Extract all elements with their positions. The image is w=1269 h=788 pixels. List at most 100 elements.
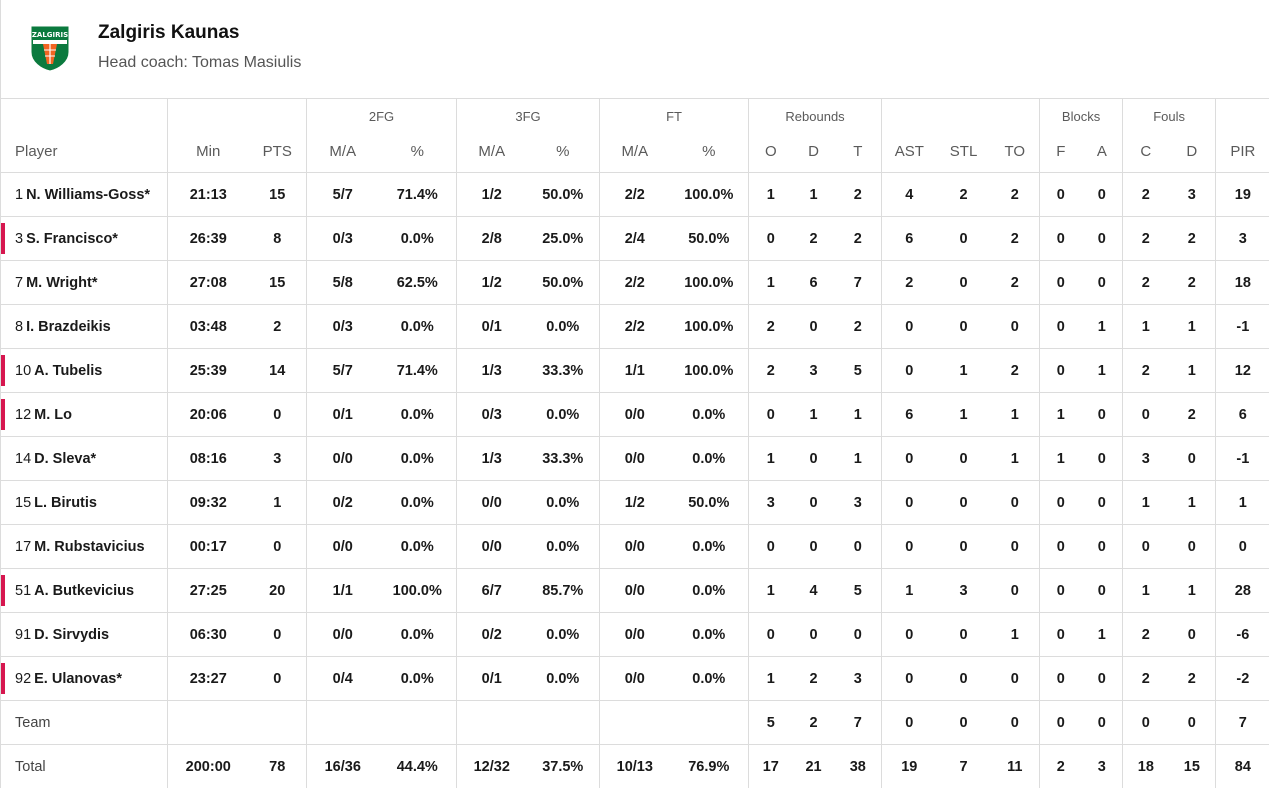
stat-reb-o: 1 (748, 172, 793, 217)
player-name-link[interactable]: A. Butkevicius (34, 582, 135, 599)
total-row: Total 200:00 78 16/36 44.4% 12/32 37.5% 10/13 76… (0, 744, 1269, 788)
stat-to: 0 (990, 480, 1040, 525)
stat-pts: 15 (248, 260, 307, 305)
stat-ast: 0 (881, 436, 937, 481)
col-2fg-ma[interactable]: M/A (306, 131, 379, 173)
stat-twofg-ma: 5/7 (306, 172, 379, 217)
player-row[interactable]: 10 A. Tubelis 25:39 14 5/7 71.4% 1/3 33.3% 1/1 10… (0, 348, 1269, 393)
col-reb-o[interactable]: O (748, 131, 793, 173)
stat-reb-d: 4 (792, 568, 835, 613)
player-name-link[interactable]: E. Ulanovas* (34, 670, 122, 687)
stat-to: 1 (990, 436, 1040, 481)
player-row[interactable]: 91 D. Sirvydis 06:30 0 0/0 0.0% 0/2 0.0% 0/0 0.0%… (0, 612, 1269, 657)
stat-to: 2 (990, 260, 1040, 305)
player-name-link[interactable]: I. Brazdeikis (26, 318, 111, 335)
stat-blk-a: 0 (1081, 480, 1123, 525)
col-pts[interactable]: PTS (248, 131, 307, 173)
stat-threefg-ma: 0/0 (456, 524, 527, 569)
stat-foul-c: 2 (1122, 172, 1169, 217)
stat-stl: 0 (936, 656, 991, 701)
col-reb-t[interactable]: T (834, 131, 882, 173)
player-name-link[interactable]: N. Williams-Goss* (26, 186, 151, 203)
col-min[interactable]: Min (167, 131, 249, 173)
col-pir[interactable]: PIR (1215, 131, 1269, 173)
col-blk-a[interactable]: A (1081, 131, 1123, 173)
col-to[interactable]: TO (990, 131, 1040, 173)
team-row: Team 5 2 7 0 0 0 0 0 0 0 7 (0, 700, 1269, 745)
stat-pts: 14 (248, 348, 307, 393)
col-3fg-ma[interactable]: M/A (456, 131, 527, 173)
player-number: 3 (15, 230, 24, 247)
stat-pts (248, 700, 307, 745)
player-name-link[interactable]: S. Francisco* (26, 230, 118, 247)
stat-reb-t: 3 (834, 656, 882, 701)
player-name-link[interactable]: L. Birutis (34, 494, 97, 511)
stat-ft-ma: 0/0 (599, 436, 670, 481)
stat-blk-f: 0 (1039, 480, 1082, 525)
player-name-link[interactable]: A. Tubelis (34, 362, 103, 379)
stat-ast: 2 (881, 260, 937, 305)
col-reb-d[interactable]: D (792, 131, 835, 173)
stat-twofg-pct: 0.0% (378, 216, 457, 261)
col-blk-f[interactable]: F (1039, 131, 1082, 173)
stat-to: 2 (990, 172, 1040, 217)
stat-reb-d: 0 (792, 612, 835, 657)
stat-reb-o: 0 (748, 392, 793, 437)
col-player[interactable]: Player (0, 131, 168, 173)
player-name-link[interactable]: D. Sleva* (34, 450, 97, 467)
group-3fg: 3FG (456, 99, 600, 131)
stat-twofg-ma: 0/4 (306, 656, 379, 701)
player-row[interactable]: 1 N. Williams-Goss* 21:13 15 5/7 71.4% 1/2 50.0… (0, 172, 1269, 217)
stat-twofg-pct: 71.4% (378, 348, 457, 393)
stat-foul-c: 2 (1122, 216, 1169, 261)
col-3fg-pct[interactable]: % (526, 131, 600, 173)
stat-blk-f: 0 (1039, 656, 1082, 701)
stat-blk-f: 0 (1039, 348, 1082, 393)
player-cell: 3 S. Francisco* (0, 216, 168, 261)
player-row[interactable]: 7 M. Wright* 27:08 15 5/8 62.5% 1/2 50.0% 2/2 100… (0, 260, 1269, 305)
stat-threefg-pct: 0.0% (526, 304, 600, 349)
col-ft-pct[interactable]: % (669, 131, 749, 173)
col-2fg-pct[interactable]: % (378, 131, 457, 173)
stat-pts: 3 (248, 436, 307, 481)
stat-foul-c: 2 (1122, 348, 1169, 393)
col-foul-d[interactable]: D (1168, 131, 1216, 173)
player-name-link[interactable]: M. Rubstavicius (34, 538, 145, 555)
player-row[interactable]: 92 E. Ulanovas* 23:27 0 0/4 0.0% 0/1 0.0% 0/0 0.0… (0, 656, 1269, 701)
stat-reb-t: 0 (834, 612, 882, 657)
stat-blk-f: 0 (1039, 700, 1082, 745)
player-cell: 15 L. Birutis (0, 480, 168, 525)
player-row[interactable]: 12 M. Lo 20:06 0 0/1 0.0% 0/3 0.0% 0/0 0.0% 0 1 1 6 1 1… (0, 392, 1269, 437)
col-foul-c[interactable]: C (1122, 131, 1169, 173)
stat-blk-a: 1 (1081, 612, 1123, 657)
player-row[interactable]: 3 S. Francisco* 26:39 8 0/3 0.0% 2/8 25.0% 2/4 50… (0, 216, 1269, 261)
player-row[interactable]: 14 D. Sleva* 08:16 3 0/0 0.0% 1/3 33.3% 0/0 0.0% 1… (0, 436, 1269, 481)
player-name-link[interactable]: M. Lo (34, 406, 72, 423)
stat-ft-pct: 0.0% (669, 612, 749, 657)
stat-min: 27:25 (167, 568, 249, 613)
col-ft-ma[interactable]: M/A (599, 131, 670, 173)
stat-pir: 12 (1215, 348, 1269, 393)
stat-twofg-pct: 0.0% (378, 480, 457, 525)
stat-ast: 19 (881, 744, 937, 788)
stat-min: 06:30 (167, 612, 249, 657)
stat-pir: 0 (1215, 524, 1269, 569)
col-stl[interactable]: STL (936, 131, 991, 173)
stat-pir: 7 (1215, 700, 1269, 745)
stat-reb-d: 0 (792, 304, 835, 349)
col-ast[interactable]: AST (881, 131, 937, 173)
stat-pir: 18 (1215, 260, 1269, 305)
player-number: 17 (15, 538, 32, 555)
stat-to: 0 (990, 568, 1040, 613)
player-row[interactable]: 15 L. Birutis 09:32 1 0/2 0.0% 0/0 0.0% 1/2 50.0%… (0, 480, 1269, 525)
player-row[interactable]: 17 M. Rubstavicius 00:17 0 0/0 0.0% 0/0 0.0% 0/0… (0, 524, 1269, 569)
player-number: 91 (15, 626, 32, 643)
stat-foul-d: 0 (1168, 436, 1216, 481)
stat-reb-t: 7 (834, 260, 882, 305)
stat-reb-t: 7 (834, 700, 882, 745)
player-name-link[interactable]: M. Wright* (26, 274, 98, 291)
stat-ast: 0 (881, 480, 937, 525)
player-name-link[interactable]: D. Sirvydis (34, 626, 110, 643)
player-row[interactable]: 8 I. Brazdeikis 03:48 2 0/3 0.0% 0/1 0.0% 2/2 100… (0, 304, 1269, 349)
player-row[interactable]: 51 A. Butkevicius 27:25 20 1/1 100.0% 6/7 85.7%… (0, 568, 1269, 613)
